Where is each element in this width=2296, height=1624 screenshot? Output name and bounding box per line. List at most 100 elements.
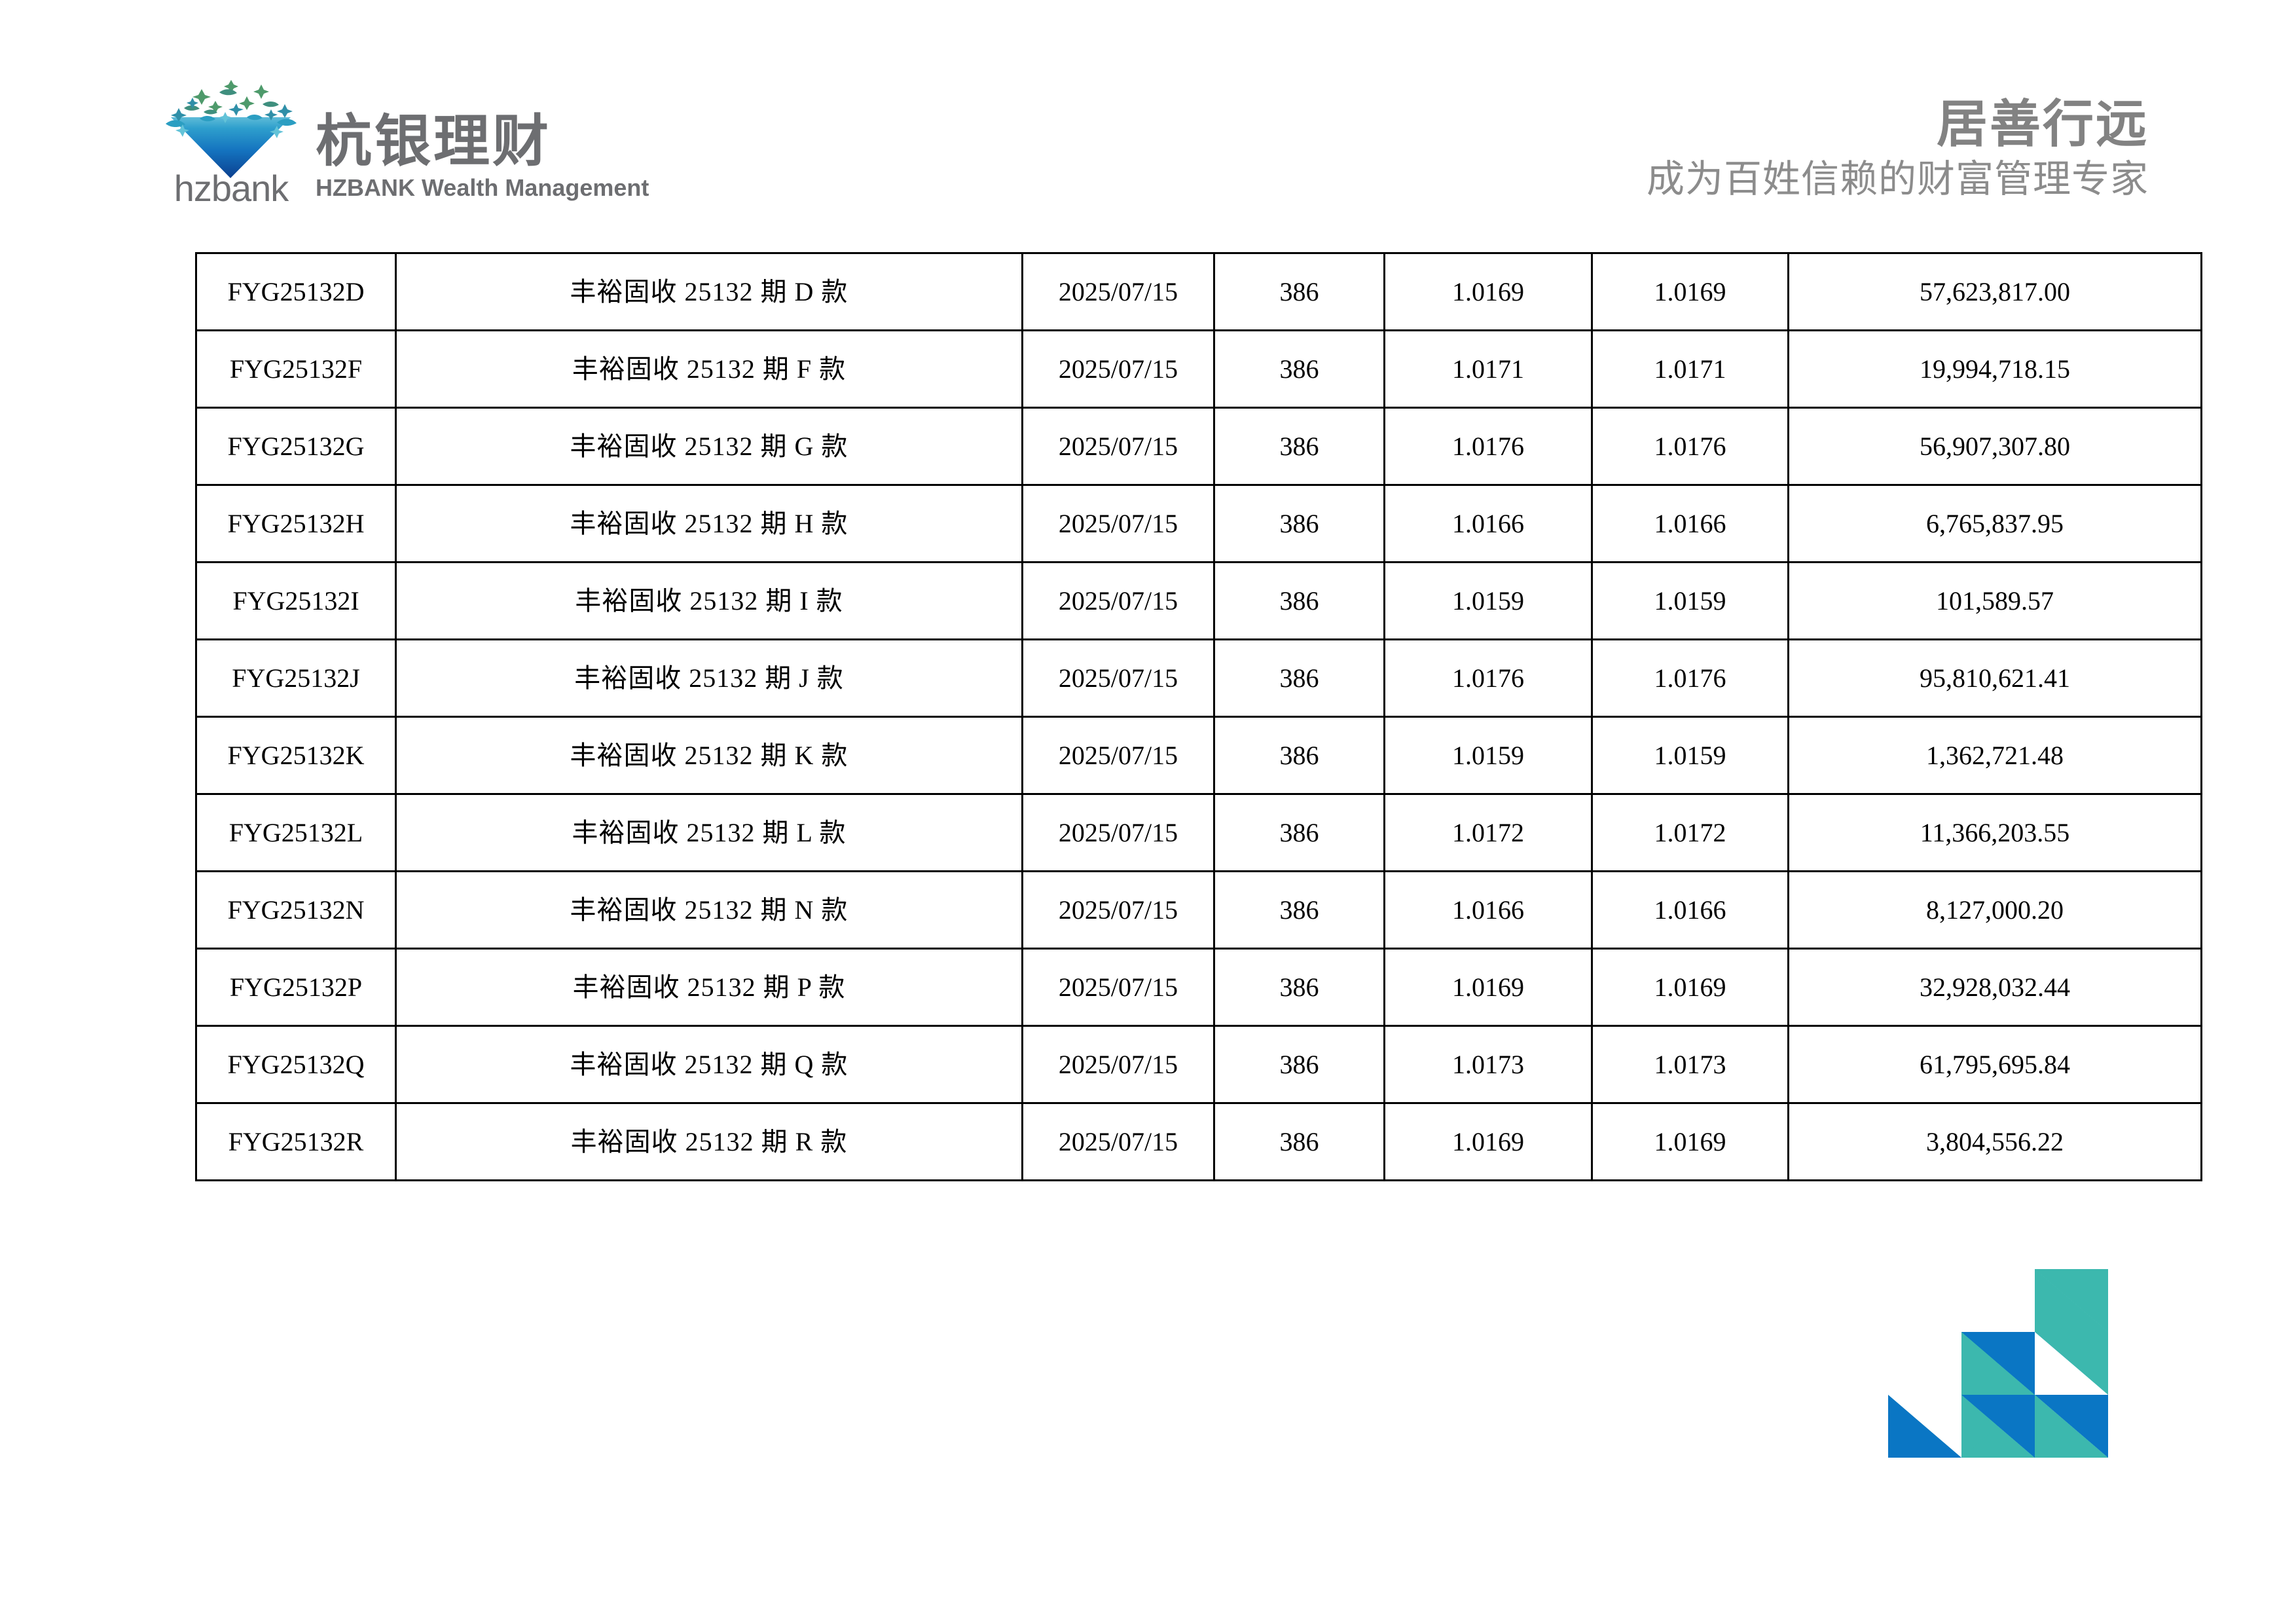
cell-operating-days: 386 [1213, 407, 1385, 486]
table-row: FYG25132G 丰裕固收 25132 期 G 款 2025/07/15 38… [195, 407, 2202, 486]
cell-date: 2025/07/15 [1021, 407, 1215, 486]
table-row: FYG25132P 丰裕固收 25132 期 P 款 2025/07/15 38… [195, 948, 2202, 1027]
cell-cumulative-nav: 1.0169 [1591, 1102, 1789, 1181]
cell-cumulative-nav: 1.0169 [1591, 948, 1789, 1027]
cell-product-scale: 101,589.57 [1787, 561, 2202, 640]
cell-unit-nav: 1.0176 [1383, 407, 1593, 486]
cell-operating-days: 386 [1213, 1025, 1385, 1104]
table-row: FYG25132F 丰裕固收 25132 期 F 款 2025/07/15 38… [195, 329, 2202, 409]
cell-operating-days: 386 [1213, 948, 1385, 1027]
cell-operating-days: 386 [1213, 870, 1385, 950]
cell-product-code: FYG25132I [195, 561, 397, 640]
table-row: FYG25132R 丰裕固收 25132 期 R 款 2025/07/15 38… [195, 1102, 2202, 1181]
slogan-main: 居善行远 [1936, 95, 2149, 154]
cell-cumulative-nav: 1.0173 [1591, 1025, 1789, 1104]
table-row: FYG25132D 丰裕固收 25132 期 D 款 2025/07/15 38… [195, 252, 2202, 331]
cell-date: 2025/07/15 [1021, 716, 1215, 795]
table-row: FYG25132J 丰裕固收 25132 期 J 款 2025/07/15 38… [195, 638, 2202, 718]
cell-unit-nav: 1.0166 [1383, 484, 1593, 563]
cell-product-code: FYG25132H [195, 484, 397, 563]
cell-product-code: FYG25132K [195, 716, 397, 795]
cell-product-name: 丰裕固收 25132 期 D 款 [395, 252, 1023, 331]
cell-date: 2025/07/15 [1021, 252, 1215, 331]
cell-product-code: FYG25132L [195, 793, 397, 872]
cell-product-name: 丰裕固收 25132 期 L 款 [395, 793, 1023, 872]
brand-name-en: HZBANK Wealth Management [316, 174, 649, 201]
cell-operating-days: 386 [1213, 561, 1385, 640]
cell-product-name: 丰裕固收 25132 期 H 款 [395, 484, 1023, 563]
cell-product-code: FYG25132R [195, 1102, 397, 1181]
cell-product-scale: 1,362,721.48 [1787, 716, 2202, 795]
cell-unit-nav: 1.0172 [1383, 793, 1593, 872]
cell-unit-nav: 1.0169 [1383, 252, 1593, 331]
cell-unit-nav: 1.0171 [1383, 329, 1593, 409]
cell-date: 2025/07/15 [1021, 1025, 1215, 1104]
cell-date: 2025/07/15 [1021, 948, 1215, 1027]
cell-product-code: FYG25132P [195, 948, 397, 1027]
cell-operating-days: 386 [1213, 793, 1385, 872]
cell-product-scale: 32,928,032.44 [1787, 948, 2202, 1027]
cell-product-name: 丰裕固收 25132 期 I 款 [395, 561, 1023, 640]
cell-product-name: 丰裕固收 25132 期 F 款 [395, 329, 1023, 409]
cell-cumulative-nav: 1.0166 [1591, 484, 1789, 563]
cell-product-scale: 8,127,000.20 [1787, 870, 2202, 950]
cell-cumulative-nav: 1.0172 [1591, 793, 1789, 872]
cell-date: 2025/07/15 [1021, 561, 1215, 640]
triangle-mosaic-decor-icon [1888, 1269, 2108, 1458]
table-body: FYG25132D 丰裕固收 25132 期 D 款 2025/07/15 38… [195, 252, 2202, 1181]
cell-product-code: FYG25132Q [195, 1025, 397, 1104]
page-header: hzbank 杭银理财 HZBANK Wealth Management 居善行… [0, 0, 2296, 236]
cell-product-name: 丰裕固收 25132 期 P 款 [395, 948, 1023, 1027]
table-row: FYG25132L 丰裕固收 25132 期 L 款 2025/07/15 38… [195, 793, 2202, 872]
cell-date: 2025/07/15 [1021, 870, 1215, 950]
cell-product-scale: 19,994,718.15 [1787, 329, 2202, 409]
slogan-block: 居善行远 成为百姓信赖的财富管理专家 [1647, 98, 2149, 201]
cell-unit-nav: 1.0169 [1383, 1102, 1593, 1181]
slogan-sub: 成为百姓信赖的财富管理专家 [1646, 156, 2149, 201]
cell-cumulative-nav: 1.0159 [1591, 561, 1789, 640]
cell-operating-days: 386 [1213, 638, 1385, 718]
cell-product-name: 丰裕固收 25132 期 N 款 [395, 870, 1023, 950]
cell-cumulative-nav: 1.0159 [1591, 716, 1789, 795]
brand-lockup: hzbank 杭银理财 HZBANK Wealth Management [160, 75, 649, 207]
cell-unit-nav: 1.0159 [1383, 716, 1593, 795]
cell-product-scale: 56,907,307.80 [1787, 407, 2202, 486]
cell-date: 2025/07/15 [1021, 484, 1215, 563]
cell-product-code: FYG25132J [195, 638, 397, 718]
cell-operating-days: 386 [1213, 1102, 1385, 1181]
cell-product-scale: 61,795,695.84 [1787, 1025, 2202, 1104]
cell-unit-nav: 1.0159 [1383, 561, 1593, 640]
cell-product-scale: 6,765,837.95 [1787, 484, 2202, 563]
cell-date: 2025/07/15 [1021, 793, 1215, 872]
cell-product-code: FYG25132F [195, 329, 397, 409]
hzbank-wordmark: hzbank [173, 168, 289, 209]
product-table-container: FYG25132D 丰裕固收 25132 期 D 款 2025/07/15 38… [195, 252, 2202, 1181]
cell-cumulative-nav: 1.0166 [1591, 870, 1789, 950]
cell-product-name: 丰裕固收 25132 期 G 款 [395, 407, 1023, 486]
cell-operating-days: 386 [1213, 252, 1385, 331]
table-row: FYG25132K 丰裕固收 25132 期 K 款 2025/07/15 38… [195, 716, 2202, 795]
cell-product-code: FYG25132N [195, 870, 397, 950]
cell-product-name: 丰裕固收 25132 期 R 款 [395, 1102, 1023, 1181]
cell-product-scale: 11,366,203.55 [1787, 793, 2202, 872]
cell-product-code: FYG25132D [195, 252, 397, 331]
cell-operating-days: 386 [1213, 329, 1385, 409]
table-row: FYG25132I 丰裕固收 25132 期 I 款 2025/07/15 38… [195, 561, 2202, 640]
product-nav-table: FYG25132D 丰裕固收 25132 期 D 款 2025/07/15 38… [195, 252, 2202, 1181]
cell-product-scale: 57,623,817.00 [1787, 252, 2202, 331]
cell-product-name: 丰裕固收 25132 期 K 款 [395, 716, 1023, 795]
table-row: FYG25132H 丰裕固收 25132 期 H 款 2025/07/15 38… [195, 484, 2202, 563]
hzbank-diamond-logo-icon: hzbank [160, 75, 301, 207]
cell-product-scale: 95,810,621.41 [1787, 638, 2202, 718]
cell-cumulative-nav: 1.0176 [1591, 638, 1789, 718]
cell-product-scale: 3,804,556.22 [1787, 1102, 2202, 1181]
cell-operating-days: 386 [1213, 716, 1385, 795]
cell-product-name: 丰裕固收 25132 期 J 款 [395, 638, 1023, 718]
cell-unit-nav: 1.0169 [1383, 948, 1593, 1027]
cell-unit-nav: 1.0166 [1383, 870, 1593, 950]
cell-unit-nav: 1.0176 [1383, 638, 1593, 718]
cell-product-code: FYG25132G [195, 407, 397, 486]
brand-name-cn: 杭银理财 [316, 108, 551, 174]
cell-date: 2025/07/15 [1021, 329, 1215, 409]
cell-cumulative-nav: 1.0171 [1591, 329, 1789, 409]
